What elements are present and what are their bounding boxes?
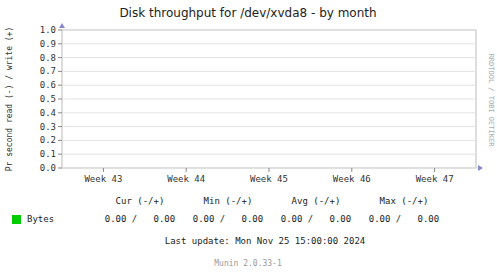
- stat-value: 0.00 / 0.00: [281, 214, 351, 224]
- grid-line: [62, 99, 476, 100]
- tick-label: 0.1: [40, 149, 56, 159]
- tick-mark: [351, 168, 352, 172]
- stat-header: Max (-/+): [380, 196, 429, 206]
- stat-value: 0.00 / 0.00: [193, 214, 263, 224]
- tick-mark: [58, 85, 62, 86]
- stat-value: 0.00 / 0.00: [105, 214, 175, 224]
- stat-header: Min (-/+): [204, 196, 253, 206]
- tick-mark: [58, 154, 62, 155]
- last-update: Last update: Mon Nov 25 15:00:00 2024: [165, 236, 365, 246]
- tick-label: Week 44: [167, 174, 205, 184]
- legend-label: Bytes: [27, 214, 54, 224]
- grid-line: [62, 30, 476, 31]
- tick-mark: [58, 140, 62, 141]
- axis-label: Pr second read (-) / write (+): [5, 27, 14, 172]
- tick-mark: [103, 168, 104, 172]
- legend-swatch: [12, 215, 21, 224]
- tick-mark: [186, 168, 187, 172]
- tick-mark: [58, 168, 62, 169]
- chart: Disk throughput for /dev/xvda8 - by mont…: [0, 0, 497, 280]
- tick-mark: [269, 168, 270, 172]
- grid-line: [62, 71, 476, 72]
- axis-arrow: [478, 165, 483, 171]
- grid-line: [62, 57, 476, 58]
- tick-mark: [58, 71, 62, 72]
- stat-header: Avg (-/+): [292, 196, 341, 206]
- tick-mark: [58, 99, 62, 100]
- tick-label: 0.0: [40, 163, 56, 173]
- tick-label: 1.0: [40, 25, 56, 35]
- axis-arrow: [59, 23, 65, 28]
- tick-mark: [58, 43, 62, 44]
- tick-label: 0.6: [40, 80, 56, 90]
- tick-label: 0.8: [40, 53, 56, 63]
- tick-label: 0.3: [40, 122, 56, 132]
- stat-value: 0.00 / 0.00: [369, 214, 439, 224]
- version: Munin 2.0.33-1: [214, 259, 282, 268]
- tick-mark: [434, 168, 435, 172]
- stat-header: Cur (-/+): [116, 196, 165, 206]
- tick-label: 0.2: [40, 135, 56, 145]
- tick-label: 0.9: [40, 39, 56, 49]
- grid-line: [62, 43, 476, 44]
- tick-label: 0.4: [40, 108, 56, 118]
- tick-label: Week 45: [250, 174, 288, 184]
- tick-label: Week 43: [84, 174, 122, 184]
- tick-label: 0.7: [40, 66, 56, 76]
- grid-line: [62, 85, 476, 86]
- tick-mark: [58, 30, 62, 31]
- credit: RRDTOOL / TOBI OETIKER: [487, 54, 495, 148]
- plot-area: [62, 30, 476, 168]
- title: Disk throughput for /dev/xvda8 - by mont…: [119, 6, 376, 20]
- tick-mark: [58, 57, 62, 58]
- grid-line: [62, 112, 476, 113]
- tick-label: 0.5: [40, 94, 56, 104]
- tick-label: Week 47: [416, 174, 454, 184]
- tick-mark: [58, 112, 62, 113]
- grid-line: [62, 126, 476, 127]
- tick-label: Week 46: [333, 174, 371, 184]
- grid-line: [62, 154, 476, 155]
- grid-line: [62, 140, 476, 141]
- tick-mark: [58, 126, 62, 127]
